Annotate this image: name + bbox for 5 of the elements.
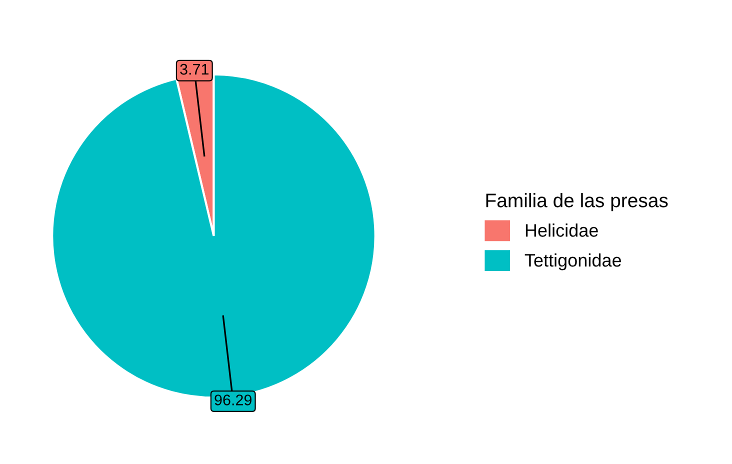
legend-label: Tettigonidae	[524, 253, 622, 270]
data-label: 96.29	[214, 394, 252, 406]
legend-label: Helicidae	[526, 224, 598, 237]
legend-title: Familia de las presas	[486, 193, 668, 212]
data-label: 3.71	[180, 64, 209, 75]
